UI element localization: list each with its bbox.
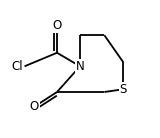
Text: N: N xyxy=(76,60,84,73)
Text: Cl: Cl xyxy=(12,60,23,73)
Text: S: S xyxy=(120,83,127,96)
Text: O: O xyxy=(52,19,62,32)
Text: O: O xyxy=(29,100,39,113)
